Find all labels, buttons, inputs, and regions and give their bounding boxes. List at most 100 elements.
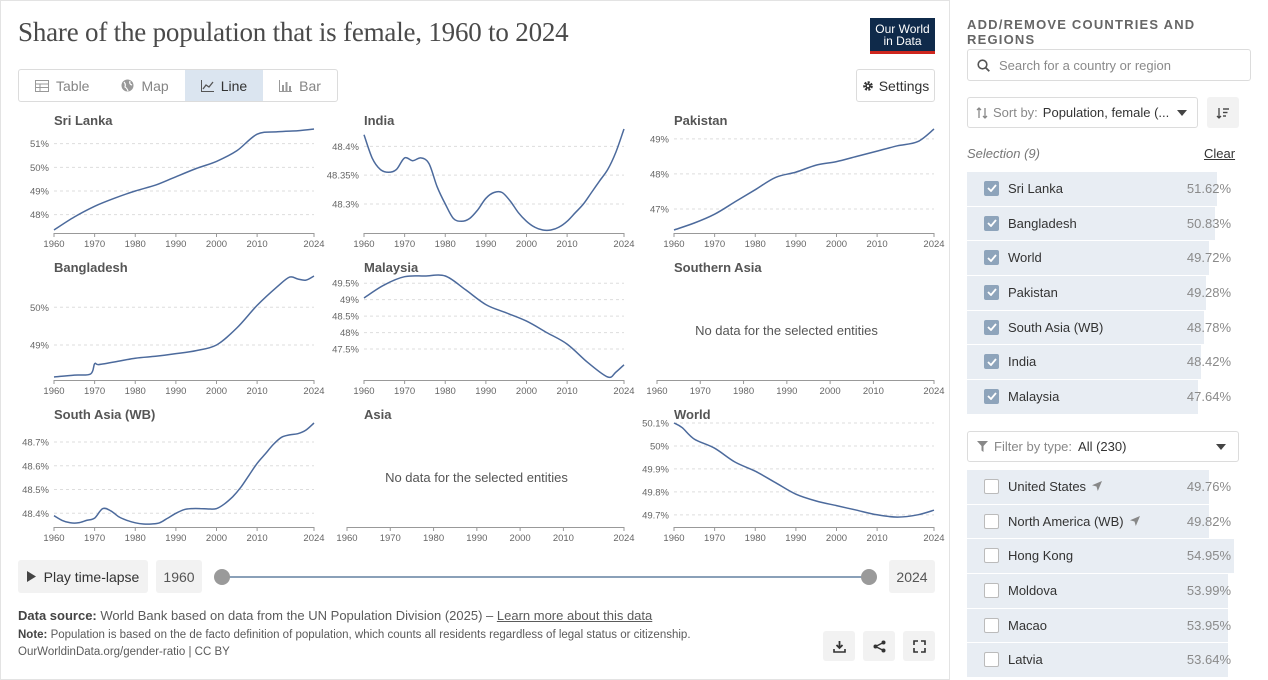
line-chart: 1960 1970 1980 1990 2000 2010 2024 48.4% 48.5% 48… bbox=[22, 422, 325, 544]
entity-name: United States bbox=[1008, 478, 1103, 494]
entity-name-text: South Asia (WB) bbox=[1008, 319, 1104, 335]
x-tick-label: 1990 bbox=[165, 386, 186, 397]
y-tick-label: 48% bbox=[30, 210, 50, 221]
learn-more-link[interactable]: Learn more about this data bbox=[496, 608, 653, 623]
entity-row-macao[interactable]: Macao 53.95% bbox=[967, 608, 1239, 643]
entity-name: Latvia bbox=[1008, 652, 1043, 667]
selected-list: Sri Lanka 51.62% Bangladesh 50.83% World 49.7… bbox=[967, 171, 1239, 414]
x-tick-label: 2024 bbox=[303, 386, 324, 397]
entity-row-latvia[interactable]: Latvia 53.64% bbox=[967, 642, 1239, 678]
value-bar bbox=[967, 241, 1210, 276]
series-line-sri-lanka bbox=[53, 128, 315, 231]
x-tick-label: 2010 bbox=[247, 533, 268, 544]
y-tick-label: 49.7% bbox=[642, 510, 669, 521]
checkbox-checked[interactable] bbox=[984, 284, 999, 300]
chart-title: Share of the population that is female, … bbox=[18, 17, 569, 47]
checkbox[interactable] bbox=[984, 582, 999, 598]
x-tick-label: 2010 bbox=[247, 386, 268, 397]
checkbox-checked[interactable] bbox=[984, 319, 999, 335]
tab-line-label: Line bbox=[220, 77, 248, 94]
end-year-box[interactable]: 2024 bbox=[889, 560, 935, 593]
entity-row-north-america-wb[interactable]: North America (WB) 49.82% bbox=[967, 504, 1239, 539]
entity-row-hong-kong[interactable]: Hong Kong 54.95% bbox=[967, 538, 1239, 574]
checkmark-icon bbox=[986, 358, 997, 366]
checkbox-checked[interactable] bbox=[984, 215, 999, 231]
checkbox-checked[interactable] bbox=[984, 180, 999, 196]
x-tick-label: 1970 bbox=[704, 239, 725, 250]
checkbox-checked[interactable] bbox=[984, 388, 999, 404]
tab-table[interactable]: Table bbox=[19, 70, 105, 101]
x-tick-label: 1980 bbox=[423, 533, 444, 544]
entity-row-world[interactable]: World 49.72% bbox=[967, 240, 1239, 276]
share-button[interactable] bbox=[863, 631, 895, 661]
entity-row-moldova[interactable]: Moldova 53.99% bbox=[967, 573, 1239, 608]
checkbox[interactable] bbox=[984, 652, 999, 668]
entity-value: 53.99% bbox=[1186, 582, 1231, 598]
value-bar bbox=[967, 310, 1204, 345]
x-tick-label: 1990 bbox=[165, 239, 186, 250]
x-tick-label: 1980 bbox=[435, 386, 456, 397]
checkmark-icon bbox=[986, 392, 997, 401]
tab-map[interactable]: Map bbox=[105, 70, 184, 101]
settings-button[interactable]: Settings bbox=[856, 69, 935, 102]
entity-row-bangladesh[interactable]: Bangladesh 50.83% bbox=[967, 206, 1239, 241]
search-icon bbox=[977, 58, 990, 72]
chart-url[interactable]: OurWorldinData.org/gender-ratio | CC BY bbox=[18, 646, 230, 658]
series-line-malaysia bbox=[363, 274, 625, 379]
filter-dropdown[interactable]: Filter by type: All (230) bbox=[967, 431, 1239, 462]
x-tick-label: 2010 bbox=[867, 533, 888, 544]
entity-name: World bbox=[1008, 250, 1042, 265]
download-icon bbox=[832, 640, 846, 653]
checkbox[interactable] bbox=[984, 513, 999, 529]
entity-row-south-asia-wb[interactable]: South Asia (WB) 48.78% bbox=[967, 310, 1239, 345]
x-tick-label: 1970 bbox=[84, 533, 105, 544]
download-button[interactable] bbox=[823, 631, 855, 661]
chart-frame: Share of the population that is female, … bbox=[0, 0, 950, 680]
start-handle[interactable] bbox=[214, 569, 230, 585]
timeline-track[interactable] bbox=[222, 576, 869, 578]
checkbox-checked[interactable] bbox=[984, 250, 999, 266]
entity-name: Moldova bbox=[1008, 583, 1057, 598]
location-arrow-icon bbox=[1129, 514, 1140, 529]
entity-name: South Asia (WB) bbox=[1008, 320, 1103, 335]
table-icon bbox=[35, 79, 49, 92]
sort-dropdown[interactable]: Sort by: Population, female (... bbox=[967, 97, 1198, 128]
entity-name-text: United States bbox=[1008, 478, 1087, 494]
checkbox[interactable] bbox=[984, 478, 999, 494]
tab-bar-label: Bar bbox=[299, 77, 321, 94]
entity-name: Malaysia bbox=[1008, 389, 1059, 404]
entity-row-sri-lanka[interactable]: Sri Lanka 51.62% bbox=[967, 171, 1239, 206]
search-input[interactable] bbox=[997, 56, 1237, 74]
checkbox-checked[interactable] bbox=[984, 354, 999, 370]
sort-direction-button[interactable] bbox=[1207, 97, 1239, 128]
entity-row-pakistan[interactable]: Pakistan 49.28% bbox=[967, 275, 1239, 310]
chevron-down-icon bbox=[1216, 444, 1226, 450]
line-chart: 1960 1970 1980 1990 2000 2010 2024 47% 48% 49% bbox=[650, 128, 945, 250]
x-tick-label: 2024 bbox=[303, 239, 324, 250]
y-tick-label: 48.6% bbox=[22, 461, 49, 472]
entity-name: Sri Lanka bbox=[1008, 181, 1063, 196]
owid-logo[interactable]: Our World in Data bbox=[870, 18, 935, 54]
end-handle[interactable] bbox=[861, 569, 877, 585]
value-bar bbox=[967, 608, 1229, 643]
tab-line[interactable]: Line bbox=[184, 70, 264, 101]
panel-title: South Asia (WB) bbox=[54, 407, 156, 422]
play-timelapse-button[interactable]: Play time-lapse bbox=[18, 560, 148, 593]
checkbox[interactable] bbox=[984, 617, 999, 633]
fullscreen-button[interactable] bbox=[903, 631, 935, 661]
x-tick-label: 2000 bbox=[206, 239, 227, 250]
checkmark-icon bbox=[986, 184, 997, 193]
chart-panel-sri-lanka: Sri Lanka 1960 1970 1980 1990 2000 2010 2024 48%… bbox=[18, 113, 325, 250]
clear-selection-link[interactable]: Clear bbox=[1204, 146, 1236, 161]
tab-table-label: Table bbox=[56, 77, 90, 94]
entity-row-united-states[interactable]: United States 49.76% bbox=[967, 469, 1239, 504]
start-year-box[interactable]: 1960 bbox=[156, 560, 202, 593]
tab-bar[interactable]: Bar bbox=[263, 70, 337, 101]
entity-row-india[interactable]: India 48.42% bbox=[967, 344, 1239, 380]
entity-name-text: Latvia bbox=[1008, 652, 1043, 668]
checkbox[interactable] bbox=[984, 548, 999, 564]
y-tick-label: 49.5% bbox=[332, 279, 359, 290]
entity-row-malaysia[interactable]: Malaysia 47.64% bbox=[967, 379, 1239, 414]
search-box bbox=[967, 49, 1251, 81]
y-tick-label: 50.1% bbox=[642, 419, 669, 430]
